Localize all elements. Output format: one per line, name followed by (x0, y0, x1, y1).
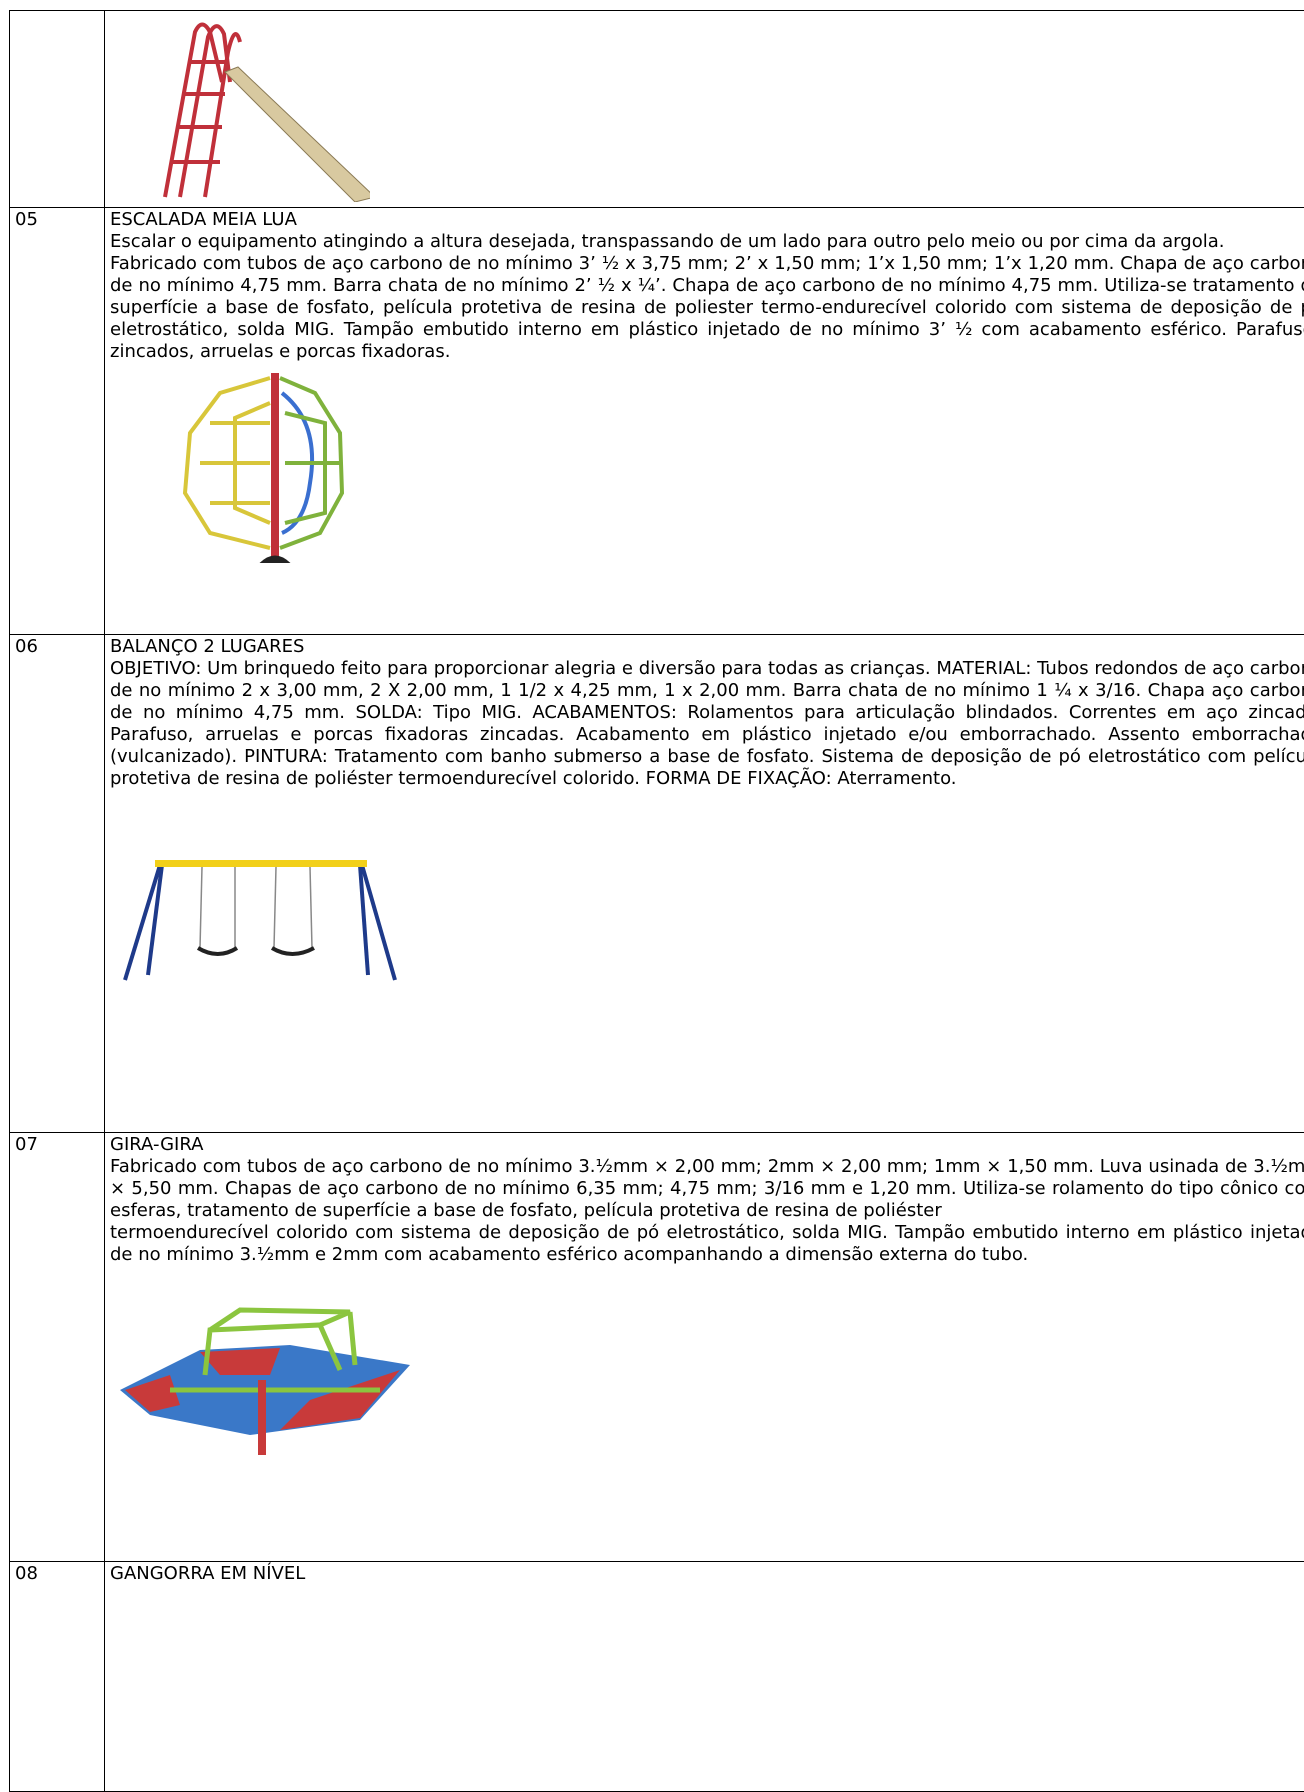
content-cell: ESCALADA MEIA LUA Escalar o equipamento … (105, 208, 1304, 635)
paragraph: Escalar o equipamento atingindo a altura… (110, 231, 1304, 253)
number-cell: 06 (10, 635, 105, 1133)
item-number: 06 (15, 636, 38, 657)
content-cell: BALANÇO 2 LUGARES OBJETIVO: Um brinquedo… (105, 635, 1304, 1133)
swing-image (110, 850, 410, 990)
row: 05 ESCALADA MEIA LUA Escalar o equipamen… (10, 208, 1304, 635)
row (10, 11, 1304, 208)
item-title: ESCALADA MEIA LUA (110, 209, 1304, 231)
spec-table: 05 ESCALADA MEIA LUA Escalar o equipamen… (9, 10, 1304, 1792)
row: 06 BALANÇO 2 LUGARES OBJETIVO: Um brinqu… (10, 635, 1304, 1133)
item-number: 07 (15, 1134, 38, 1155)
item-title: GANGORRA EM NÍVEL (110, 1563, 1304, 1585)
number-cell: 05 (10, 208, 105, 635)
row: 07 GIRA-GIRA Fabricado com tubos de aço … (10, 1133, 1304, 1562)
item-number: 05 (15, 209, 38, 230)
number-cell (10, 11, 105, 208)
climbing-image (110, 363, 370, 563)
merry-go-round-image (110, 1290, 440, 1460)
content-cell: GIRA-GIRA Fabricado com tubos de aço car… (105, 1133, 1304, 1562)
paragraph: termoendurecível colorido com sistema de… (110, 1222, 1304, 1266)
slide-image (110, 12, 370, 202)
row: 08 GANGORRA EM NÍVEL (10, 1562, 1304, 1792)
item-number: 08 (15, 1563, 38, 1584)
paragraph: OBJETIVO: Um brinquedo feito para propor… (110, 658, 1304, 790)
content-cell: GANGORRA EM NÍVEL (105, 1562, 1304, 1792)
paragraph: Fabricado com tubos de aço carbono de no… (110, 253, 1304, 363)
number-cell: 08 (10, 1562, 105, 1792)
item-title: BALANÇO 2 LUGARES (110, 636, 1304, 658)
number-cell: 07 (10, 1133, 105, 1562)
content-cell (105, 11, 1304, 208)
paragraph: Fabricado com tubos de aço carbono de no… (110, 1156, 1304, 1222)
item-title: GIRA-GIRA (110, 1134, 1304, 1156)
